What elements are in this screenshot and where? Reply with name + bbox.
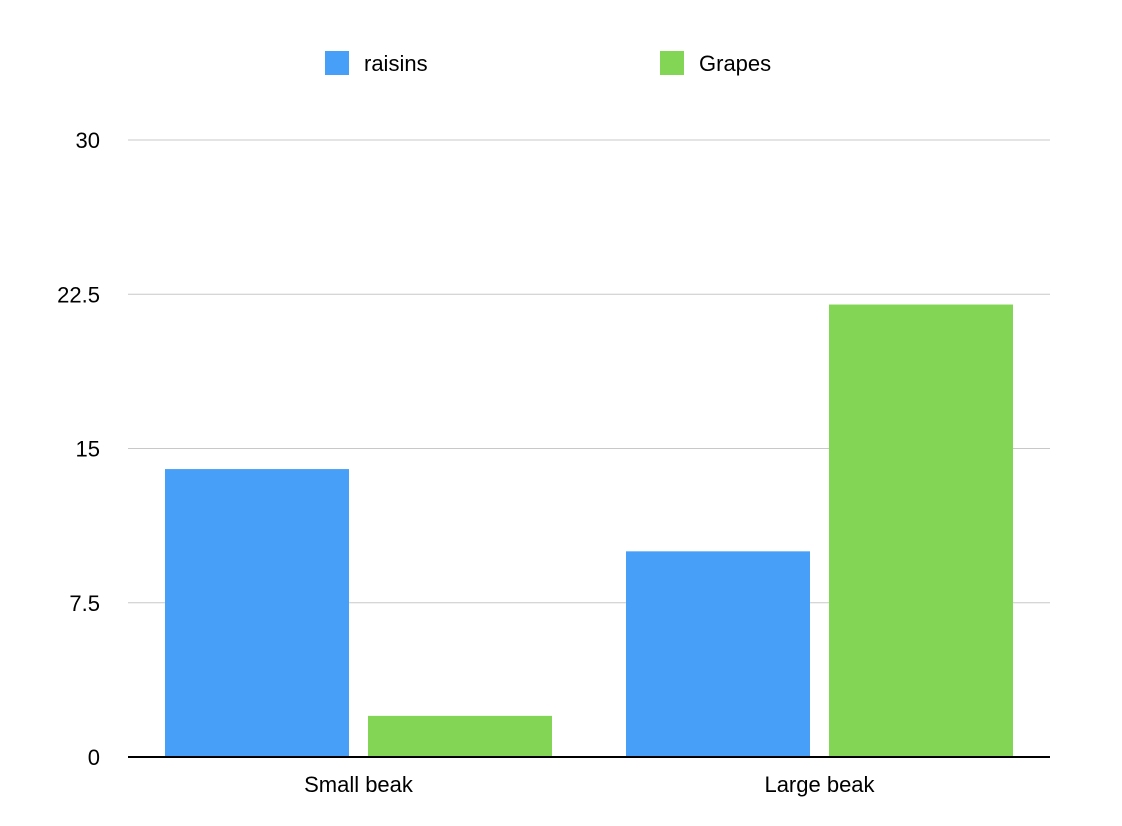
legend: raisins Grapes: [325, 51, 771, 76]
bar-raisins-large-beak: [626, 551, 810, 757]
y-tick-label: 0: [88, 745, 100, 770]
y-tick-label: 7.5: [69, 591, 100, 616]
legend-swatch-grapes: [660, 51, 684, 75]
legend-label-grapes: Grapes: [699, 51, 771, 76]
x-tick-label: Small beak: [304, 772, 414, 797]
bar-grapes-small-beak: [368, 715, 552, 757]
x-axis-ticks: Small beak Large beak: [304, 772, 875, 797]
bar-grapes-large-beak: [829, 304, 1013, 757]
legend-label-raisins: raisins: [364, 51, 428, 76]
bar-raisins-small-beak: [165, 469, 349, 757]
x-tick-label: Large beak: [764, 772, 875, 797]
y-axis-ticks: 0 7.5 15 22.5 30: [57, 128, 100, 770]
y-tick-label: 30: [76, 128, 100, 153]
bars: [165, 304, 1013, 757]
legend-swatch-raisins: [325, 51, 349, 75]
y-tick-label: 15: [76, 437, 100, 462]
y-tick-label: 22.5: [57, 282, 100, 307]
